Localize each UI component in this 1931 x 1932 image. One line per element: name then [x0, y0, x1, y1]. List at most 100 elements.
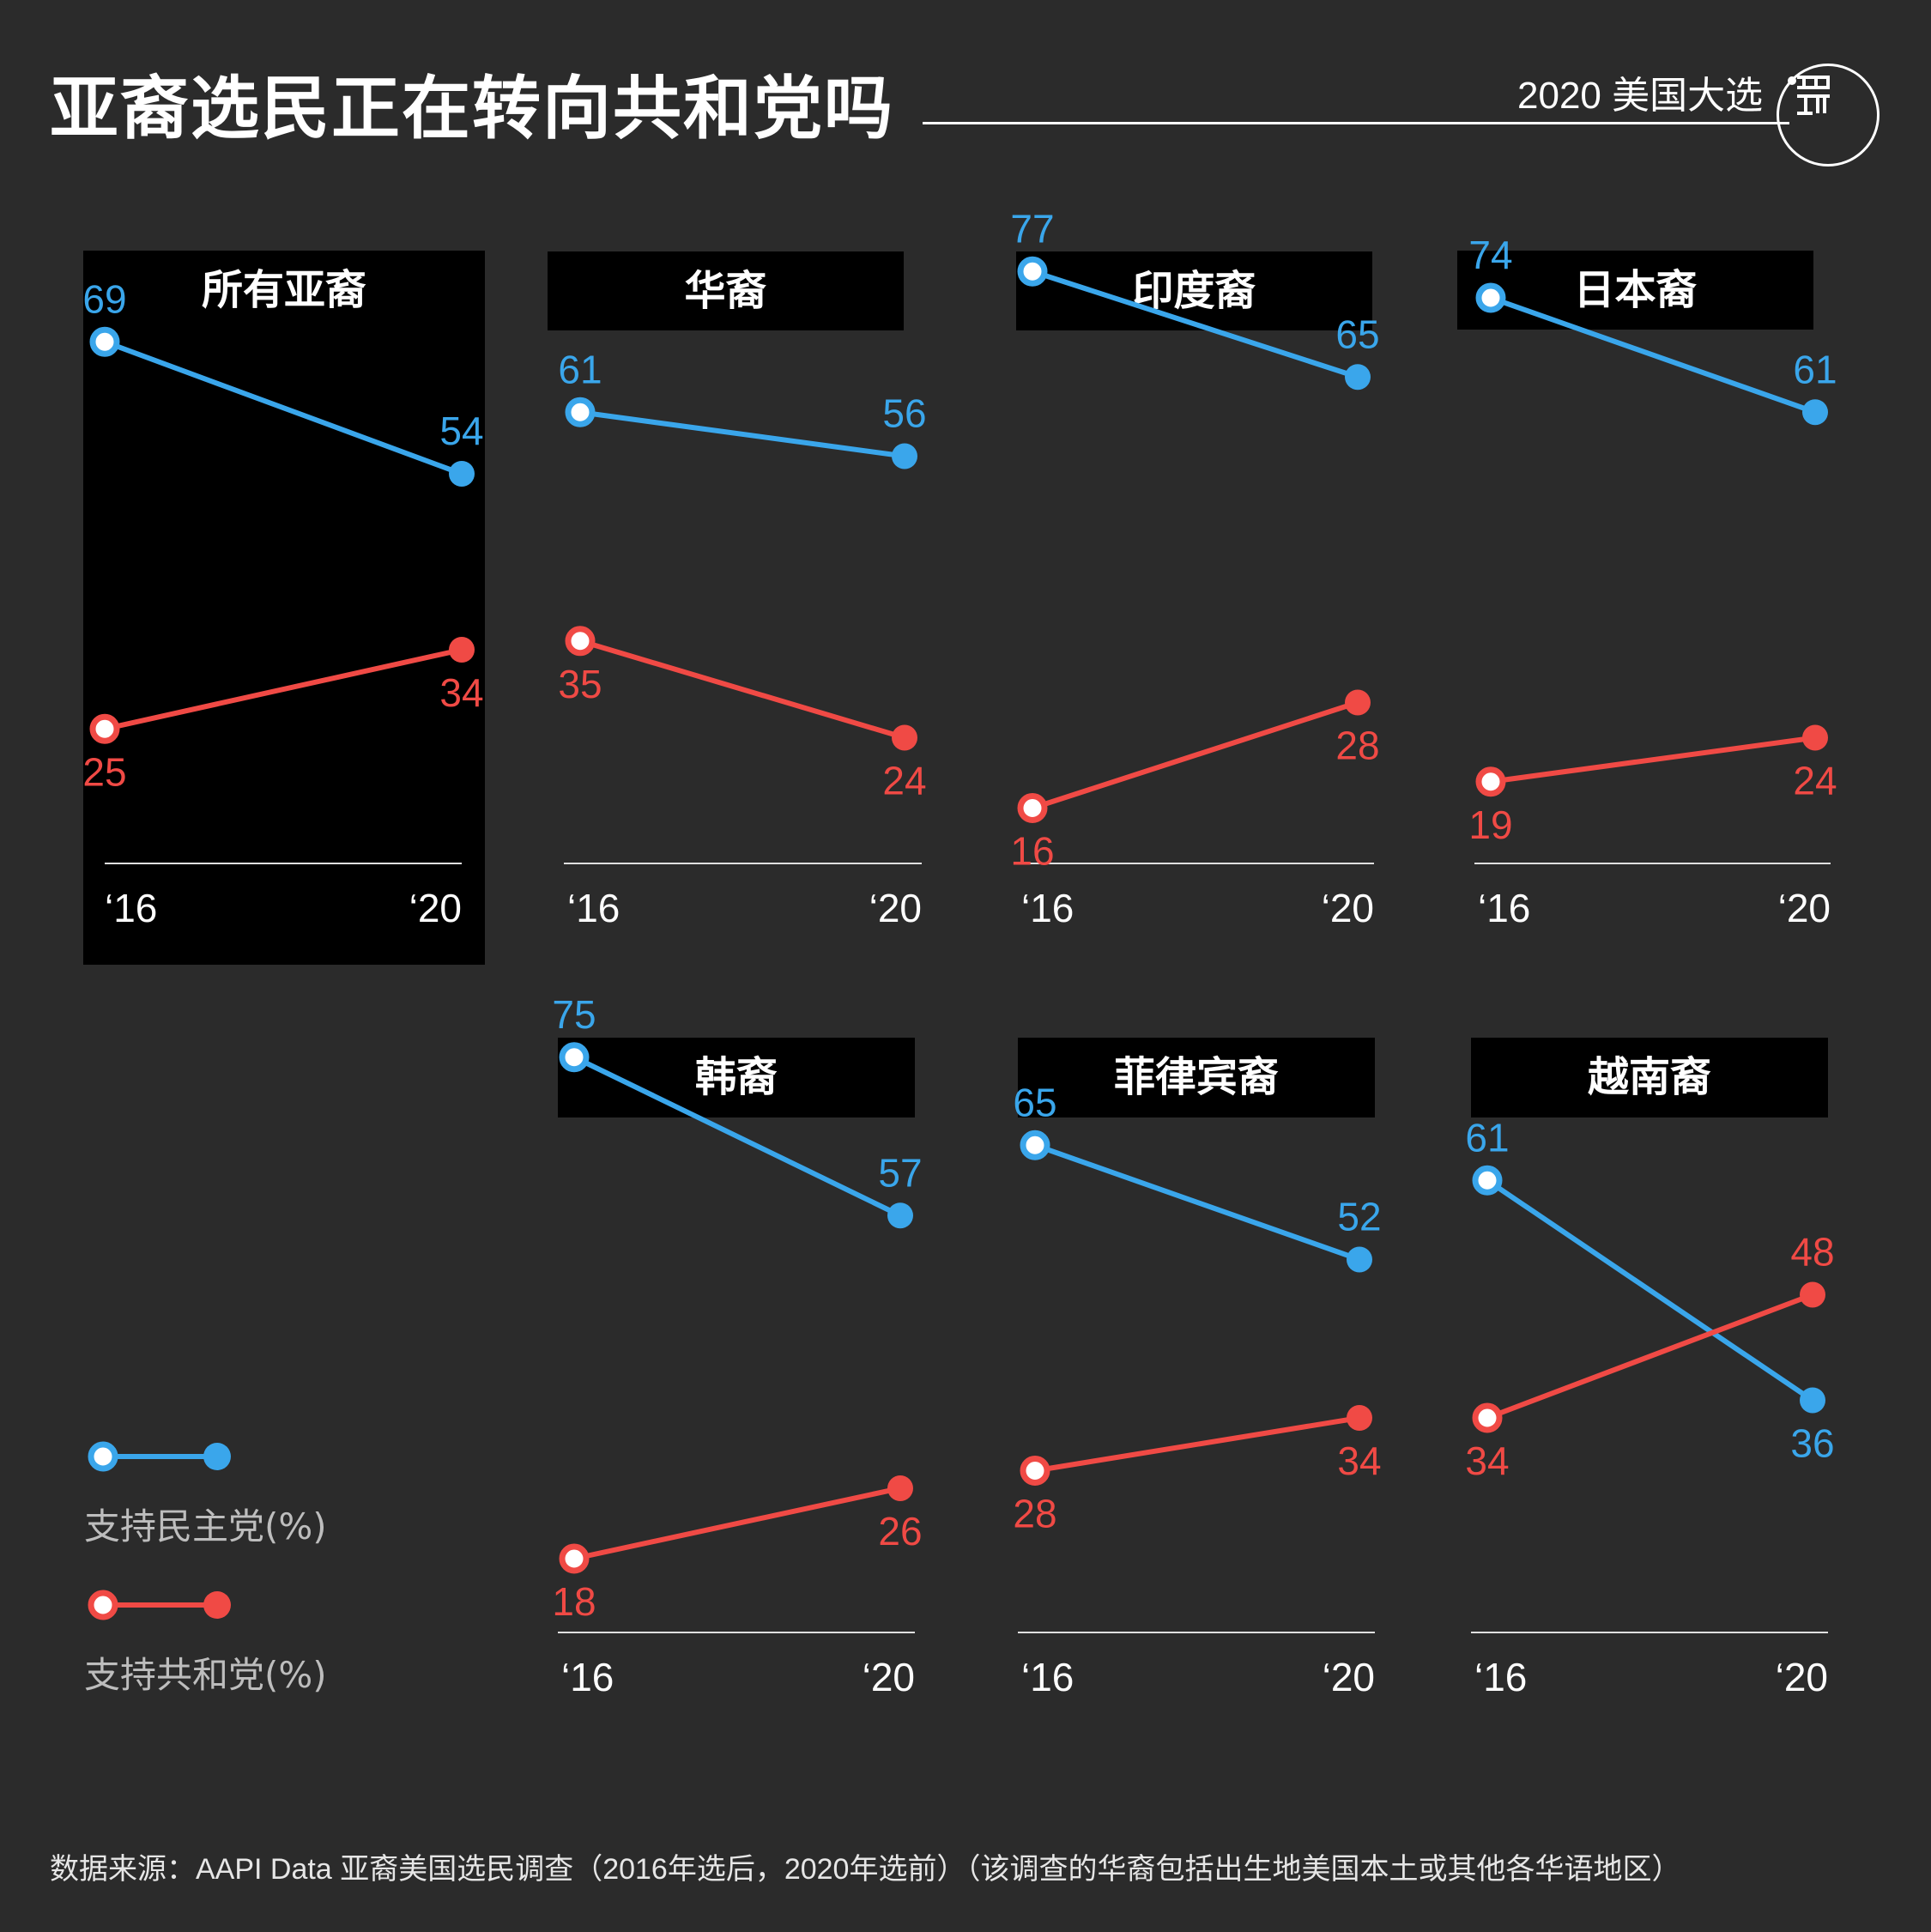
panel-2-dem-label-2020: 56: [882, 391, 926, 436]
panel-1-title: 所有亚裔: [202, 266, 366, 314]
legend-republican-swatch-filled: [203, 1591, 231, 1619]
panel-5-title: 韩裔: [695, 1053, 778, 1101]
panel-7-rep-point-2016: [1472, 1402, 1503, 1433]
panel-2-rep-point-2020: [892, 724, 917, 751]
panel-3-rep-point-2016: [1017, 793, 1048, 823]
panel-6-tick-2020: ‘20: [1323, 1655, 1375, 1699]
panel-5-dem-point-2020: [887, 1202, 913, 1229]
panel-6-rep-label-2020: 34: [1337, 1438, 1381, 1483]
panel-1-dem-point-2020: [449, 461, 475, 487]
panel-2-dem-line: [579, 409, 905, 459]
page-title: 亚裔选民正在转向共和党吗: [50, 69, 894, 148]
panel-6-dem-line: [1034, 1142, 1360, 1263]
panel-7-title: 越南裔: [1588, 1053, 1711, 1101]
panel-7-dem-line: [1486, 1178, 1814, 1402]
panel-4-title-bg: [1457, 251, 1813, 330]
panel-2-tick-2016: ‘16: [567, 886, 620, 930]
panel-1-rep-label-2016: 25: [82, 749, 126, 794]
panel-7-dem-label-2020: 36: [1790, 1421, 1834, 1466]
panel-3-dem-line: [1032, 269, 1359, 380]
panel-6-dem-label-2016: 65: [1013, 1080, 1056, 1124]
panel-4-title: 日本裔: [1573, 266, 1697, 314]
panel-1-highlight-bg: [83, 251, 485, 965]
panel-1-dem-point-2016: [89, 326, 120, 357]
panel-6-rep-point-2020: [1347, 1405, 1372, 1431]
source-note: 数据来源：AAPI Data 亚裔美国选民调查（2016年选后，2020年选前）…: [50, 1853, 1681, 1886]
legend-democrat-label: 支持民主党(%): [84, 1505, 327, 1547]
panel-7-dem-point-2016: [1472, 1165, 1503, 1196]
panel-3-rep-label-2020: 28: [1335, 724, 1379, 768]
panel-2-dem-label-2016: 61: [558, 347, 602, 391]
panel-4-rep-point-2016: [1475, 766, 1506, 797]
panel-6-dem-label-2020: 52: [1337, 1195, 1381, 1239]
panel-2-tick-2020: ‘20: [869, 886, 922, 930]
panel-3-rep-point-2020: [1345, 689, 1371, 716]
panel-5-rep-point-2020: [887, 1475, 913, 1501]
panel-2-rep-line: [579, 638, 905, 741]
panel-1-rep-line: [104, 647, 463, 732]
panel-2-title: 华裔: [684, 267, 766, 315]
panel-5-dem-label-2020: 57: [878, 1150, 922, 1195]
panel-7-rep-point-2020: [1800, 1281, 1825, 1308]
logo-mark-icon: [1788, 76, 1830, 115]
panel-2-title-bg: [548, 251, 904, 330]
panel-1-dem-label-2016: 69: [82, 276, 126, 321]
panel-2-rep-label-2016: 35: [558, 662, 602, 706]
panel-5-rep-line: [573, 1486, 901, 1561]
panel-2-dem-point-2016: [565, 397, 596, 427]
panel-7-dem-point-2020: [1800, 1387, 1825, 1414]
panel-3-tick-2020: ‘20: [1322, 886, 1374, 930]
panel-1-tick-2020: ‘20: [409, 886, 462, 930]
panel-3-dem-label-2020: 65: [1335, 312, 1379, 356]
panel-4-rep-label-2016: 19: [1468, 802, 1512, 847]
panel-4-tick-2020: ‘20: [1778, 886, 1831, 930]
panel-4-dem-line: [1490, 295, 1816, 415]
panel-1-rep-point-2020: [449, 637, 475, 663]
panel-6-title: 菲律宾裔: [1114, 1053, 1279, 1101]
panel-7-rep-line: [1486, 1292, 1814, 1420]
panel-5-rep-label-2016: 18: [552, 1579, 596, 1624]
legend-democrat-swatch-filled: [203, 1443, 231, 1470]
panel-3-rep-line: [1032, 700, 1359, 811]
logo: [1777, 64, 1880, 167]
panel-4-tick-2016: ‘16: [1478, 886, 1530, 930]
panel-6-rep-label-2016: 28: [1013, 1492, 1056, 1536]
panel-3-title-bg: [1016, 251, 1372, 330]
panel-3-tick-2016: ‘16: [1021, 886, 1074, 930]
legend-republican-label: 支持共和党(%): [84, 1654, 327, 1696]
panel-3-dem-label-2016: 77: [1010, 206, 1054, 251]
panel-4-dem-point-2020: [1802, 399, 1828, 426]
panel-4-dem-point-2016: [1475, 282, 1506, 313]
panel-7-rep-label-2016: 34: [1465, 1438, 1509, 1483]
legend-republican-swatch-open: [88, 1590, 118, 1620]
panel-4-dem-label-2016: 74: [1468, 233, 1512, 277]
panel-3-dem-point-2020: [1345, 364, 1371, 391]
panel-7-title-bg: [1471, 1038, 1828, 1117]
panel-5-rep-point-2016: [559, 1543, 590, 1574]
panel-5-tick-2020: ‘20: [863, 1655, 915, 1699]
panel-7-dem-label-2016: 61: [1465, 1115, 1509, 1160]
panel-1-tick-2016: ‘16: [105, 886, 157, 930]
panel-4-dem-label-2020: 61: [1793, 347, 1837, 391]
panel-4-rep-line: [1490, 735, 1816, 784]
panel-2-rep-point-2016: [565, 626, 596, 657]
panel-6-title-bg: [1018, 1038, 1375, 1117]
panel-1-dem-label-2020: 54: [439, 409, 483, 453]
panel-4-rep-label-2020: 24: [1793, 759, 1837, 803]
panel-5-dem-point-2016: [559, 1042, 590, 1073]
panel-1-rep-point-2016: [89, 713, 120, 744]
panel-6-rep-line: [1034, 1415, 1360, 1474]
panel-6-dem-point-2016: [1020, 1130, 1050, 1160]
panel-3-dem-point-2016: [1017, 256, 1048, 287]
panel-3-rep-label-2016: 16: [1010, 829, 1054, 874]
panel-7-rep-label-2020: 48: [1790, 1230, 1834, 1275]
panel-5-dem-label-2016: 75: [552, 992, 596, 1037]
panel-5-rep-label-2020: 26: [878, 1509, 922, 1553]
panel-5-dem-line: [572, 1055, 902, 1218]
panel-2-dem-point-2020: [892, 443, 917, 469]
panel-6-tick-2016: ‘16: [1021, 1655, 1074, 1699]
panel-7-tick-2016: ‘16: [1474, 1655, 1527, 1699]
panel-1-dem-line: [103, 339, 463, 476]
panel-7-tick-2020: ‘20: [1776, 1655, 1828, 1699]
